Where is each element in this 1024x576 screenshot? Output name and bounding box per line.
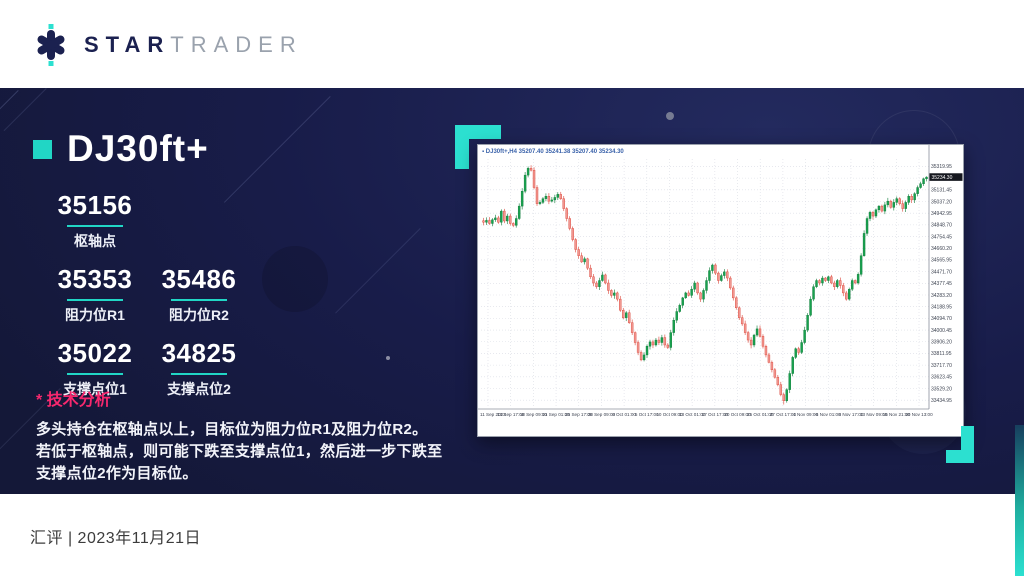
deco-circle	[262, 246, 328, 312]
resistance1-level: 35353 阻力位R1	[43, 264, 147, 325]
svg-text:34754.45: 34754.45	[931, 234, 952, 240]
svg-text:18 Sep 09:00: 18 Sep 09:00	[520, 412, 548, 417]
analysis-line: 若低于枢轴点，则可能下跌至支撑点位1，然后进一步下跌至	[36, 443, 443, 460]
technical-analysis: * 技术分析 多头持仓在枢轴点以上，目标位为阻力位R1及阻力位R2。 若低于枢轴…	[36, 386, 456, 485]
svg-text:33529.20: 33529.20	[931, 386, 952, 392]
footer: 汇评 | 2023年11月21日	[0, 494, 1024, 576]
support2-value: 34825	[161, 338, 237, 368]
svg-text:1 Nov 09:00: 1 Nov 09:00	[793, 412, 818, 417]
corner-bracket-top-left	[455, 125, 501, 169]
resistance1-value: 35353	[57, 264, 133, 294]
svg-text:33717.70: 33717.70	[931, 363, 952, 369]
svg-text:35234.30: 35234.30	[932, 175, 953, 181]
svg-text:33811.95: 33811.95	[931, 351, 952, 357]
current-price-tag: 35234.30	[929, 173, 963, 181]
star-asterisk-icon	[37, 24, 65, 66]
resistance2-level: 35486 阻力位R2	[147, 264, 251, 325]
corner-bracket-bottom-right	[946, 426, 974, 463]
support1-label: 支撑点位1	[63, 381, 127, 397]
svg-text:17 Oct 17:00: 17 Oct 17:00	[702, 412, 729, 417]
teal-underline	[67, 225, 123, 227]
analysis-line: 多头持仓在枢轴点以上，目标位为阻力位R1及阻力位R2。	[36, 421, 428, 438]
svg-text:13 Sep 17:00: 13 Sep 17:00	[497, 412, 525, 417]
deco-line	[335, 228, 421, 314]
svg-text:8 Nov 17:00: 8 Nov 17:00	[839, 412, 864, 417]
svg-text:34283.20: 34283.20	[931, 293, 952, 299]
price-levels: 35156 枢轴点 35353 阻力位R1 35486 阻力位R2 35022 …	[43, 190, 251, 399]
svg-text:35131.45: 35131.45	[931, 188, 952, 194]
footer-date-text: 汇评 | 2023年11月21日	[30, 530, 202, 547]
logo-wordmark: STARTRADER	[84, 32, 303, 58]
logo-trader: TRADER	[170, 32, 303, 57]
title-bullet-square	[33, 139, 52, 159]
svg-text:20 Oct 09:00: 20 Oct 09:00	[724, 412, 751, 417]
svg-text:33623.45: 33623.45	[931, 375, 952, 381]
svg-text:34471.70: 34471.70	[931, 269, 952, 275]
svg-text:3 Oct 01:00: 3 Oct 01:00	[612, 412, 636, 417]
title-row: DJ30ft+	[33, 128, 209, 170]
svg-text:21 Sep 01:00: 21 Sep 01:00	[542, 412, 570, 417]
svg-text:28 Sep 09:00: 28 Sep 09:00	[588, 412, 616, 417]
svg-text:6 Nov 01:00: 6 Nov 01:00	[816, 412, 841, 417]
support1-level: 35022 支撑点位1	[43, 338, 147, 399]
support2-label: 支撑点位2	[167, 381, 231, 397]
svg-text:25 Oct 01:00: 25 Oct 01:00	[747, 412, 774, 417]
pivot-level: 35156 枢轴点	[43, 190, 147, 251]
svg-text:34000.45: 34000.45	[931, 328, 952, 334]
svg-text:34660.20: 34660.20	[931, 246, 952, 252]
deco-line	[223, 96, 331, 203]
teal-underline	[171, 299, 227, 301]
analysis-line: 支撑点位2作为目标位。	[36, 465, 198, 482]
svg-text:5 Oct 17:00: 5 Oct 17:00	[635, 412, 659, 417]
svg-text:34942.95: 34942.95	[931, 211, 952, 217]
page-title: DJ30ft+	[67, 128, 209, 169]
svg-text:34848.70: 34848.70	[931, 223, 952, 229]
deco-dot	[666, 112, 674, 120]
resistance1-label: 阻力位R1	[65, 307, 125, 323]
support2-level: 34825 支撑点位2	[147, 338, 251, 399]
teal-underline	[67, 373, 123, 375]
header: STARTRADER	[0, 0, 1024, 88]
resistance2-label: 阻力位R2	[169, 307, 229, 323]
analysis-heading: * 技术分析	[36, 392, 111, 409]
pivot-label: 枢轴点	[74, 233, 116, 249]
svg-text:33434.95: 33434.95	[931, 398, 952, 404]
deco-line	[3, 88, 47, 132]
teal-underline	[67, 299, 123, 301]
resistance2-value: 35486	[161, 264, 237, 294]
svg-text:34094.70: 34094.70	[931, 316, 952, 322]
main-panel: DJ30ft+ 35156 枢轴点 35353 阻力位R1 35486 阻力位R…	[0, 88, 1024, 494]
svg-text:13 Nov 09:00: 13 Nov 09:00	[860, 412, 888, 417]
svg-text:34565.95: 34565.95	[931, 258, 952, 264]
teal-underline	[171, 373, 227, 375]
svg-text:34188.95: 34188.95	[931, 304, 952, 310]
svg-text:11 Sep 2023: 11 Sep 2023	[480, 412, 506, 417]
support1-value: 35022	[57, 338, 133, 368]
svg-text:35319.95: 35319.95	[931, 164, 952, 170]
pivot-value: 35156	[57, 190, 133, 220]
svg-text:13 Oct 01:00: 13 Oct 01:00	[679, 412, 706, 417]
svg-text:33906.20: 33906.20	[931, 340, 952, 346]
svg-text:27 Oct 17:00: 27 Oct 17:00	[770, 412, 797, 417]
startrader-logo: STARTRADER	[30, 24, 303, 66]
svg-text:15 Nov 21:00: 15 Nov 21:00	[883, 412, 911, 417]
candles	[482, 165, 928, 405]
svg-text:35037.20: 35037.20	[931, 199, 952, 205]
logo-star: STAR	[84, 32, 171, 57]
svg-text:10 Oct 09:00: 10 Oct 09:00	[656, 412, 683, 417]
chart-symbol-ohlc: ▪ DJ30ft+,H4 35207.40 35241.38 35207.40 …	[482, 149, 624, 155]
svg-text:25 Sep 17:00: 25 Sep 17:00	[565, 412, 593, 417]
svg-text:34377.45: 34377.45	[931, 281, 952, 287]
svg-text:20 Nov 13:00: 20 Nov 13:00	[905, 412, 933, 417]
mt4-chart-screenshot: 11 Sep 2023 13 Sep 17:00 18 Sep 09:00 21 Se…	[477, 144, 964, 437]
deco-dot	[386, 356, 390, 360]
teal-edge-strip	[1015, 425, 1024, 576]
